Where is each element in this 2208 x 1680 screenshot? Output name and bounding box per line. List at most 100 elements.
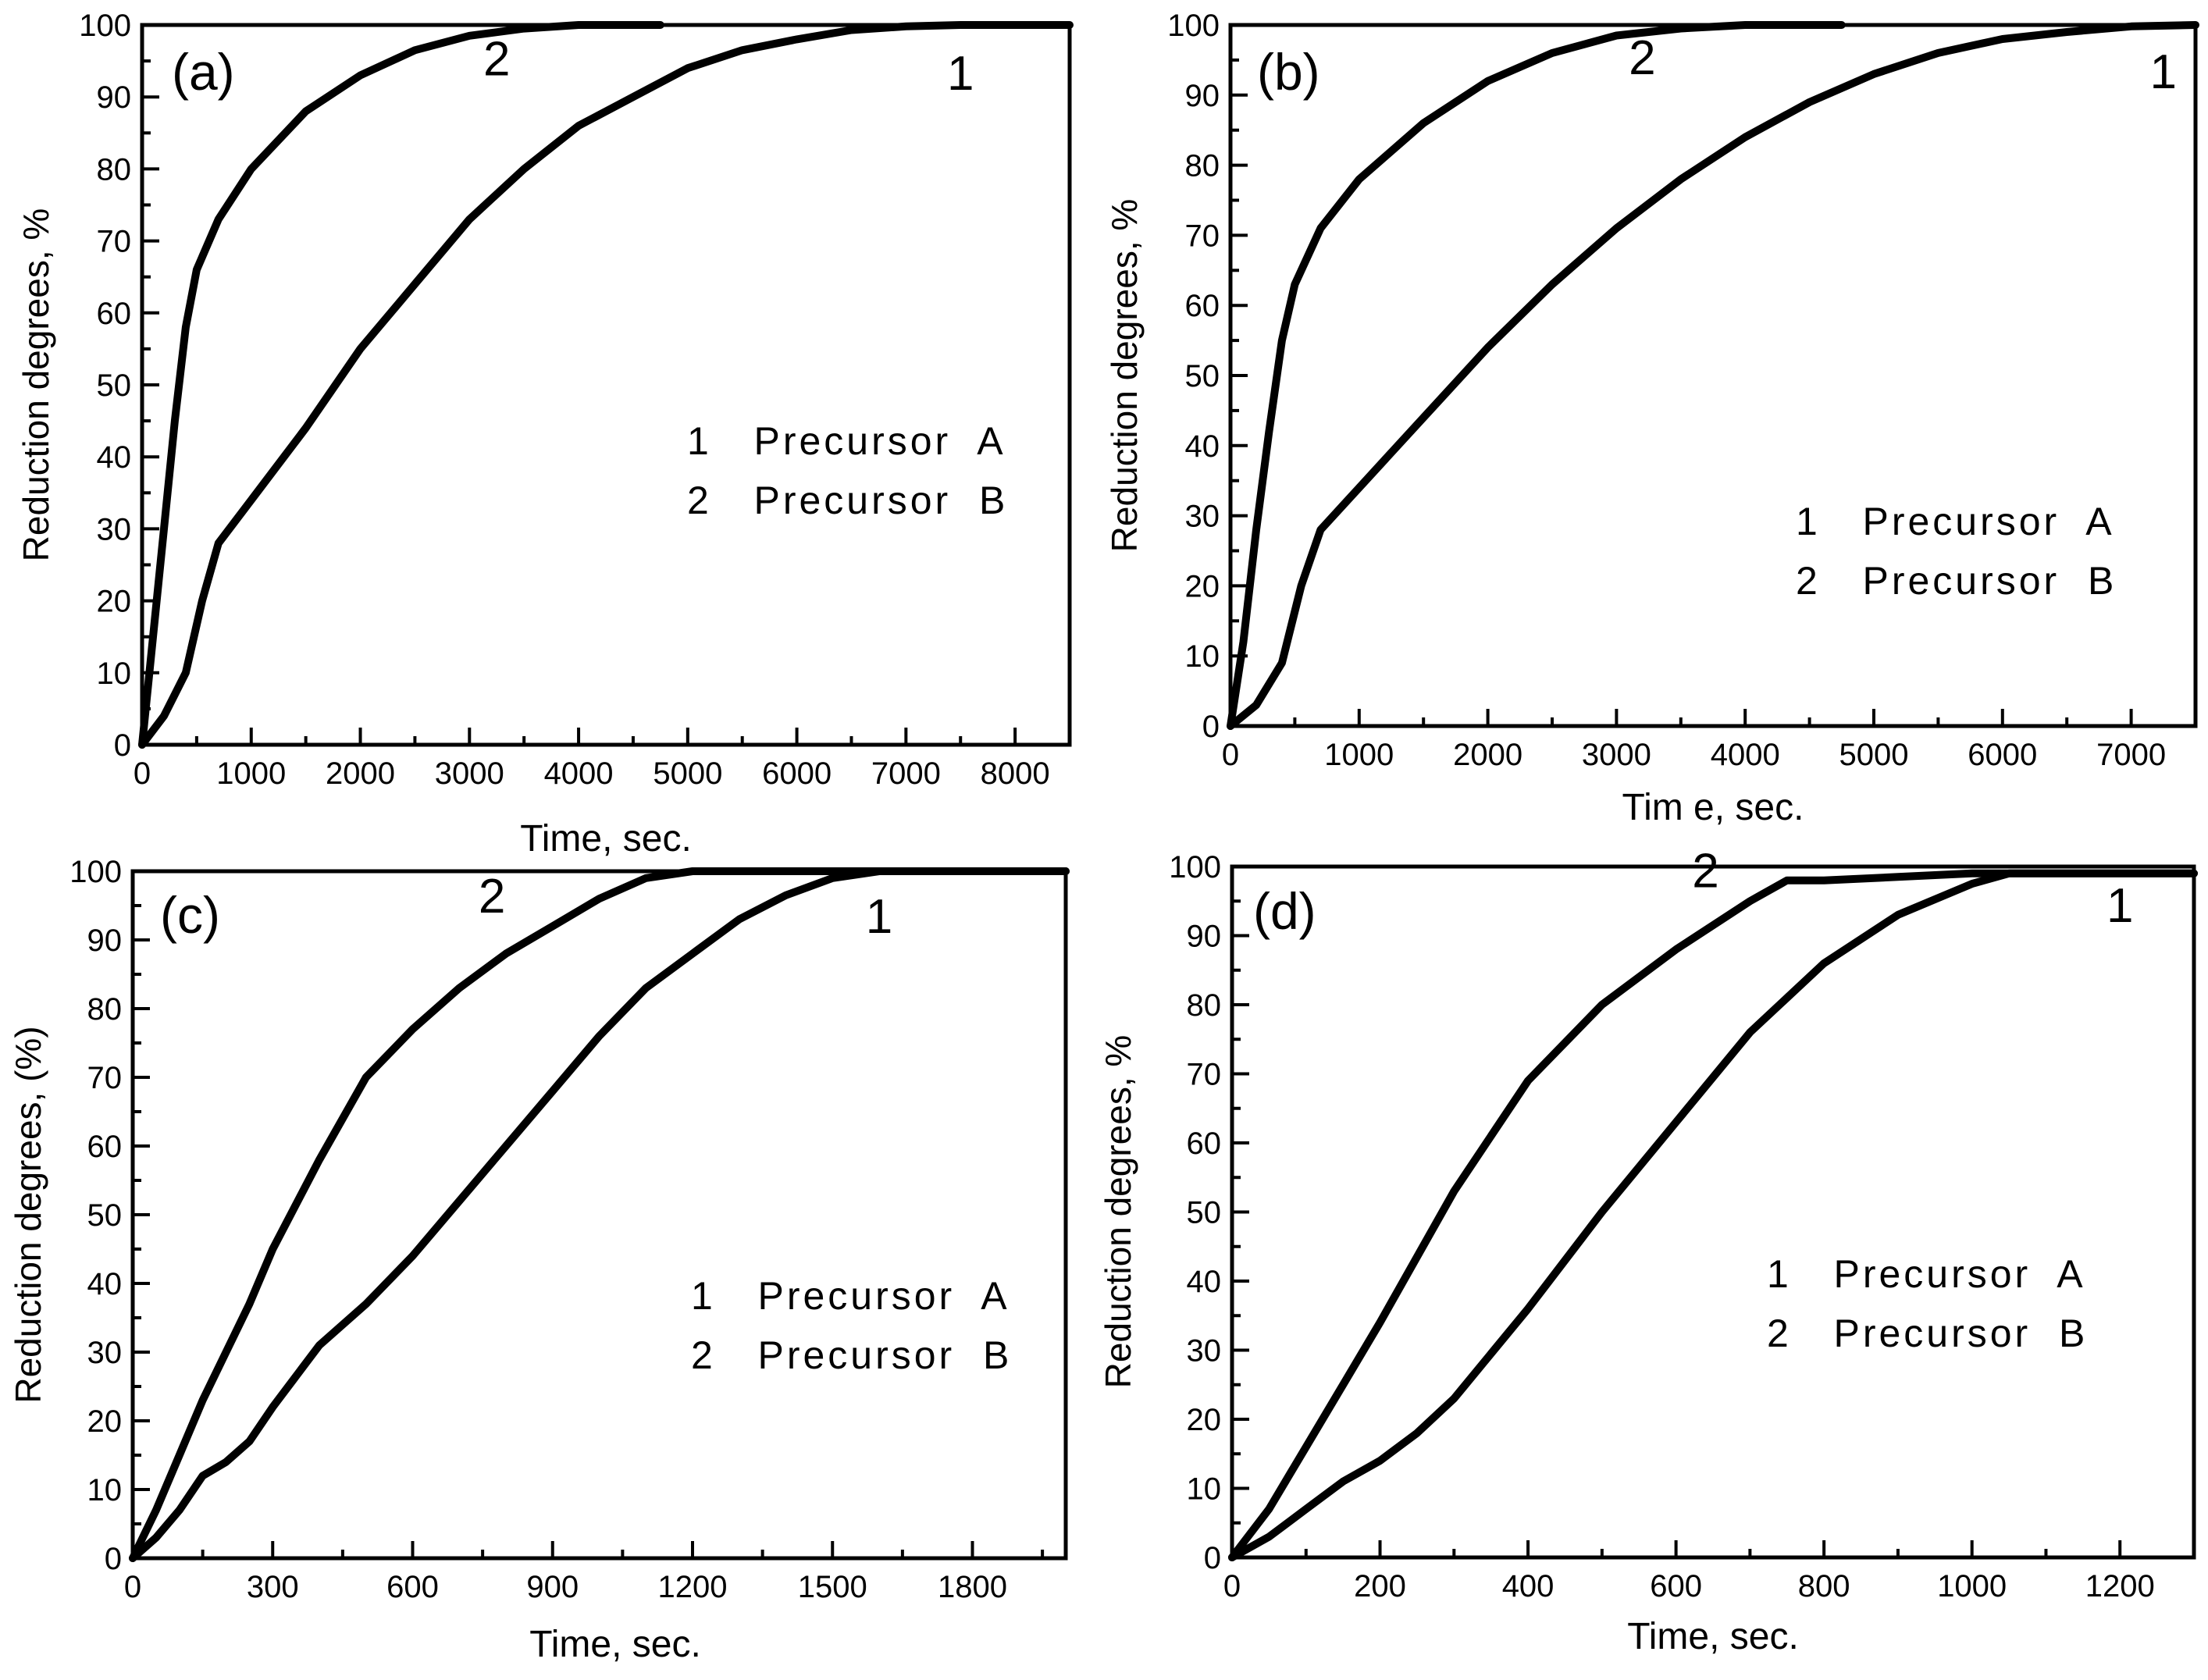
y-tick-label: 80	[1185, 149, 1220, 183]
x-tick-label: 2000	[1453, 738, 1522, 772]
x-tick-label: 1000	[1937, 1569, 2007, 1603]
legend-entry: 2 Precursor B	[1767, 1312, 2088, 1355]
x-tick-label: 1800	[938, 1570, 1007, 1604]
y-tick-label: 50	[97, 368, 132, 403]
y-tick-label: 80	[1187, 988, 1222, 1023]
panel-label: (c)	[160, 886, 220, 944]
x-axis-label: Time, sec.	[1627, 1616, 1799, 1657]
x-tick-label: 1500	[798, 1570, 867, 1604]
legend-entry: 2 Precursor B	[691, 1333, 1012, 1377]
y-tick-label: 60	[1185, 289, 1220, 323]
y-tick-label: 90	[97, 80, 132, 115]
y-tick-label: 90	[1185, 79, 1220, 113]
y-tick-label: 100	[1167, 9, 1220, 43]
y-tick-label: 50	[1187, 1196, 1222, 1230]
y-tick-label: 20	[1185, 569, 1220, 603]
y-tick-label: 100	[69, 855, 122, 889]
x-tick-label: 0	[134, 756, 151, 791]
y-axis-label: Reduction degrees, (%)	[8, 1026, 48, 1403]
x-axis-label: Time, sec.	[520, 818, 692, 860]
y-tick-label: 80	[97, 152, 132, 187]
y-tick-label: 40	[1187, 1265, 1222, 1299]
series-label-2: 2	[1629, 31, 1655, 85]
y-tick-label: 100	[79, 9, 131, 43]
y-tick-label: 50	[87, 1198, 123, 1233]
x-tick-label: 1200	[2085, 1569, 2155, 1603]
series-label-1: 1	[866, 890, 892, 944]
x-tick-label: 5000	[1839, 738, 1909, 772]
y-tick-label: 50	[1185, 359, 1220, 393]
y-axis-label: Reduction degrees, %	[16, 208, 56, 562]
x-tick-label: 5000	[653, 756, 722, 791]
legend-entry: 1 Precursor A	[687, 419, 1006, 463]
y-tick-label: 70	[97, 225, 132, 259]
x-tick-label: 7000	[871, 756, 941, 791]
x-tick-label: 8000	[981, 756, 1050, 791]
x-tick-label: 4000	[1711, 738, 1780, 772]
x-tick-label: 0	[1223, 1569, 1241, 1603]
series-label-2: 2	[479, 870, 505, 924]
panel-label: (b)	[1257, 43, 1320, 101]
y-tick-label: 20	[87, 1404, 123, 1439]
legend-entry: 1 Precursor A	[1796, 500, 2115, 543]
y-tick-label: 40	[87, 1267, 123, 1301]
y-tick-label: 10	[1187, 1472, 1222, 1507]
y-tick-label: 40	[97, 440, 132, 475]
y-tick-label: 70	[1187, 1058, 1222, 1092]
legend-entry: 1 Precursor A	[1767, 1252, 2086, 1296]
x-tick-label: 6000	[1968, 738, 2037, 772]
y-axis-label: Reduction degrees, %	[1104, 199, 1145, 553]
y-tick-label: 30	[97, 512, 132, 546]
series-line-2	[129, 867, 1070, 1562]
x-tick-label: 6000	[762, 756, 832, 791]
series-label-2: 2	[483, 33, 510, 87]
y-axis-label: Reduction degrees, %	[1098, 1035, 1138, 1389]
y-tick-label: 40	[1185, 429, 1220, 464]
x-tick-label: 600	[386, 1570, 439, 1604]
y-tick-label: 30	[1187, 1334, 1222, 1369]
panel-c: 0 10 20 30 40 50 60 70 80 90 100 0 300 600 900 1200 1500…	[8, 855, 1070, 1665]
y-tick-label: 80	[87, 992, 123, 1027]
series-label-1: 1	[947, 47, 974, 101]
series-line-2	[1227, 21, 1846, 730]
y-tick-label: 20	[97, 585, 132, 619]
y-tick-label: 70	[87, 1061, 123, 1095]
series-line-2	[138, 21, 664, 749]
panel-label: (a)	[172, 43, 235, 101]
y-tick-label: 30	[87, 1336, 123, 1370]
x-tick-label: 1000	[216, 756, 286, 791]
series-line-1	[129, 867, 1070, 1562]
series-label-1: 1	[2150, 45, 2177, 99]
x-tick-label: 800	[1798, 1569, 1850, 1603]
y-tick-label: 10	[87, 1473, 123, 1507]
x-tick-label: 400	[1502, 1569, 1555, 1603]
y-tick-label: 90	[1187, 920, 1222, 954]
y-tick-label: 60	[97, 297, 132, 331]
series-label-1: 1	[2107, 879, 2133, 933]
panel-label: (d)	[1253, 882, 1316, 940]
y-tick-label: 20	[1187, 1403, 1222, 1437]
y-tick-label: 0	[1202, 710, 1220, 744]
y-tick-label: 90	[87, 924, 123, 958]
series-line-1	[138, 21, 1074, 749]
legend-entry: 1 Precursor A	[691, 1274, 1010, 1318]
x-tick-label: 1200	[658, 1570, 728, 1604]
x-tick-label: 4000	[544, 756, 614, 791]
x-axis-label: Tim e, sec.	[1622, 787, 1804, 828]
x-tick-label: 300	[247, 1570, 299, 1604]
x-tick-label: 0	[124, 1570, 141, 1604]
series-line-2	[1228, 869, 2198, 1561]
legend-entry: 2 Precursor B	[1796, 559, 2117, 603]
x-tick-label: 1000	[1324, 738, 1394, 772]
x-tick-label: 2000	[326, 756, 395, 791]
y-tick-label: 70	[1185, 219, 1220, 253]
y-tick-label: 0	[114, 728, 131, 763]
x-tick-label: 7000	[2096, 738, 2166, 772]
y-tick-label: 30	[1185, 500, 1220, 534]
x-tick-label: 0	[1222, 738, 1239, 772]
series-line-1	[1227, 21, 2199, 730]
